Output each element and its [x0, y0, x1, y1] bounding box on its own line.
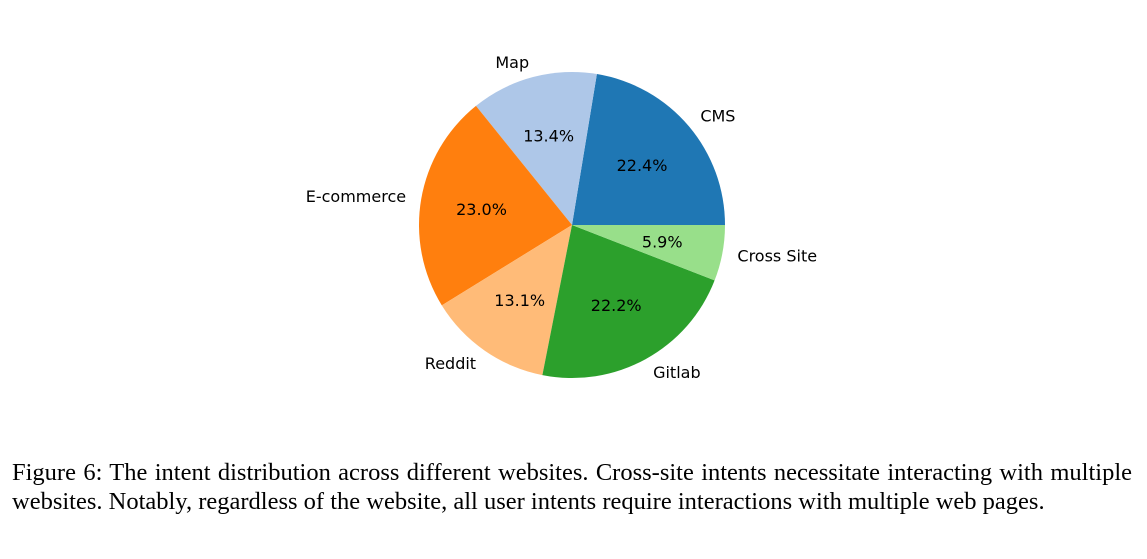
pie-percent-label: 22.4%: [617, 156, 668, 175]
pie-slice-map: [475, 71, 597, 225]
figure-caption: Figure 6: The intent distribution across…: [12, 459, 1132, 515]
pie-slice-reddit: [441, 225, 572, 376]
pie-category-label: E-commerce: [306, 187, 406, 206]
pie-slice-gitlab: [542, 225, 715, 378]
pie-slice-cross-site: [572, 225, 725, 281]
pie-percent-label: 22.2%: [591, 296, 642, 315]
pie-percent-labels: 22.4% 13.4% 23.0% 13.1% 22.2% 5.9%: [456, 127, 682, 315]
pie-percent-label: 5.9%: [642, 232, 683, 251]
pie-percent-label: 23.0%: [456, 200, 507, 219]
pie-category-labels: CMS Map E-commerce Reddit Gitlab Cross Site: [306, 53, 817, 382]
pie-slice-cms: [572, 74, 725, 225]
pie-chart-svg: 22.4% 13.4% 23.0% 13.1% 22.2% 5.9% CMS Map E-co…: [306, 53, 817, 382]
pie-category-label: Reddit: [425, 354, 476, 373]
pie-category-label: CMS: [700, 107, 735, 126]
pie-percent-label: 13.1%: [494, 291, 545, 310]
pie-category-label: Gitlab: [653, 363, 701, 382]
pie-category-label: Map: [495, 53, 529, 72]
pie-slice-e-commerce: [419, 105, 572, 306]
pie-slices: [419, 71, 725, 378]
pie-category-label: Cross Site: [737, 247, 817, 266]
pie-percent-label: 13.4%: [523, 127, 574, 146]
pie-chart: 22.4% 13.4% 23.0% 13.1% 22.2% 5.9% CMS Map E-co…: [306, 53, 817, 382]
